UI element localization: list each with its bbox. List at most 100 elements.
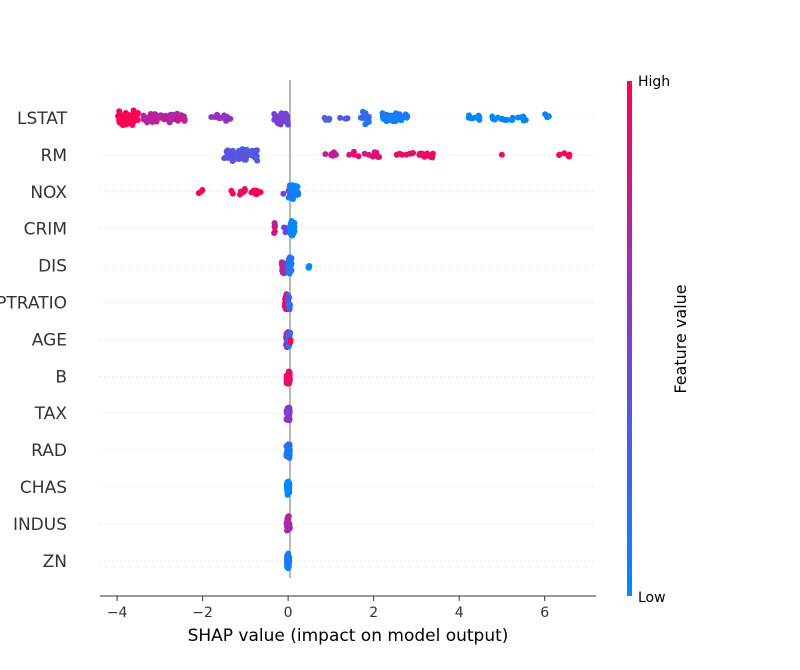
feature-label: RM xyxy=(41,146,67,166)
shap-dot xyxy=(236,156,243,162)
shap-dot xyxy=(518,114,525,121)
shap-dot xyxy=(241,186,248,192)
shap-dot xyxy=(290,222,297,228)
feature-label: B xyxy=(55,367,67,387)
shap-dot xyxy=(174,117,181,124)
shap-dot xyxy=(284,410,291,417)
shap-dot xyxy=(225,116,232,123)
shap-dot xyxy=(278,261,285,268)
colorbar-low-label: Low xyxy=(638,590,666,606)
x-tick-label: −4 xyxy=(107,605,128,621)
colorbar-gradient xyxy=(627,81,632,596)
shap-dot xyxy=(285,301,292,308)
feature-label: NOX xyxy=(30,183,67,203)
shap-dot xyxy=(542,111,549,118)
x-tick-label: −2 xyxy=(192,605,213,621)
shap-dot xyxy=(221,112,227,119)
shap-dot xyxy=(324,116,331,123)
x-axis-ticks: −4 −2 0 2 4 6 xyxy=(107,596,549,621)
shap-dot xyxy=(419,150,425,157)
shap-dot xyxy=(285,297,292,304)
x-tick-label: 2 xyxy=(369,605,378,621)
shap-dot xyxy=(337,114,344,121)
shap-dot xyxy=(424,150,431,157)
shap-dot xyxy=(396,115,403,122)
shap-dot xyxy=(129,122,136,128)
shap-dot xyxy=(350,148,357,155)
shap-dot xyxy=(168,111,175,118)
shap-dot xyxy=(509,117,516,124)
shap-dot xyxy=(273,115,280,122)
shap-dot xyxy=(208,114,215,120)
shap-dot xyxy=(233,150,240,157)
shap-dot xyxy=(362,110,369,117)
shap-dot xyxy=(522,117,529,123)
feature-label: RAD xyxy=(31,441,67,461)
feature-label: CRIM xyxy=(24,220,67,240)
shap-dot xyxy=(396,150,403,157)
shap-dot xyxy=(501,117,508,123)
shap-dot xyxy=(252,154,259,161)
shap-dot xyxy=(286,270,293,277)
feature-label: DIS xyxy=(38,257,67,277)
shap-dot xyxy=(286,373,293,380)
feature-label: ZN xyxy=(43,552,67,572)
shap-dot xyxy=(285,513,292,520)
feature-label: PTRATIO xyxy=(0,294,67,314)
feature-labels: LSTAT RM NOX CRIM DIS PTRATIO AGE B TAX RAD CHAS IN… xyxy=(0,109,68,572)
shap-dot xyxy=(384,114,391,121)
shap-dot xyxy=(130,107,137,114)
colorbar-title: Feature value xyxy=(671,284,690,393)
shap-dot xyxy=(330,152,337,159)
shap-dot xyxy=(271,228,278,235)
shap-dot xyxy=(271,220,278,226)
shap-dot xyxy=(373,152,380,159)
shap-dot xyxy=(285,441,292,448)
shap-dot xyxy=(489,113,496,120)
x-tick-label: 6 xyxy=(540,605,549,621)
shap-dot xyxy=(285,559,292,566)
shap-dots xyxy=(115,107,573,572)
colorbar-high-label: High xyxy=(638,74,670,90)
shap-dot xyxy=(279,269,286,276)
shap-dot xyxy=(286,415,293,422)
shap-dot xyxy=(566,153,572,160)
shap-dot xyxy=(239,151,246,158)
shap-dot xyxy=(291,227,298,233)
x-axis-title: SHAP value (impact on model output) xyxy=(188,626,509,646)
shap-dot xyxy=(285,519,291,526)
shap-dot xyxy=(133,112,140,119)
shap-dot xyxy=(346,151,353,158)
shap-dot xyxy=(360,114,367,121)
shap-dot xyxy=(390,117,397,124)
shap-dot xyxy=(404,113,411,120)
shap-dot xyxy=(289,232,296,238)
shap-dot xyxy=(284,486,291,493)
feature-label: INDUS xyxy=(13,515,67,535)
shap-dot xyxy=(254,147,260,154)
shap-dot xyxy=(498,151,505,158)
shap-dot xyxy=(403,151,410,158)
shap-dot xyxy=(228,187,235,194)
shap-dot xyxy=(355,153,362,160)
shap-dot xyxy=(145,114,152,121)
shap-dot xyxy=(287,339,294,346)
feature-label: AGE xyxy=(32,330,67,350)
shap-dot xyxy=(282,224,289,231)
shap-dot xyxy=(126,116,133,123)
shap-dot xyxy=(556,151,563,158)
shap-dot xyxy=(429,154,436,161)
shap-dot xyxy=(280,190,287,197)
shap-dot xyxy=(287,182,293,189)
shap-dot xyxy=(363,119,370,126)
x-tick-label: 4 xyxy=(455,605,464,621)
shap-dot xyxy=(229,154,236,161)
shap-dot xyxy=(285,552,292,559)
shap-dot xyxy=(284,451,291,458)
shap-dot xyxy=(294,189,301,196)
shap-dot xyxy=(306,263,313,269)
feature-label: TAX xyxy=(34,404,68,424)
shap-dot xyxy=(257,189,264,196)
row-grid-lines xyxy=(100,117,596,562)
